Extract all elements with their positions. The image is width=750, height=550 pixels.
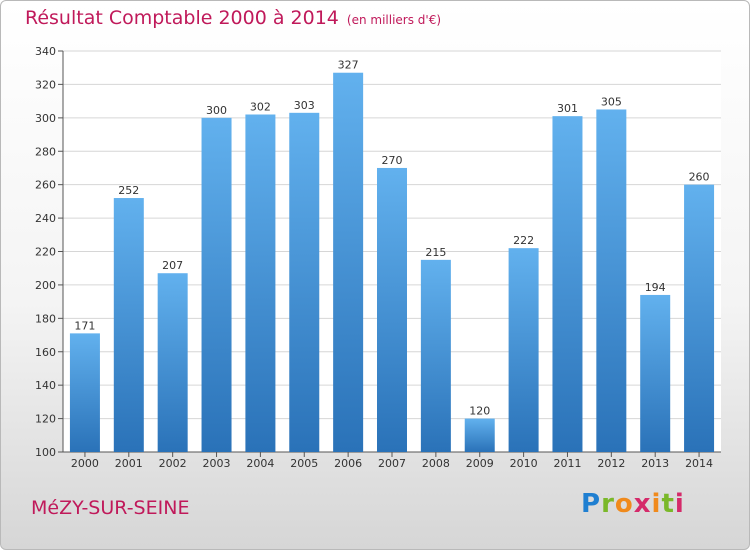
logo-letter: r bbox=[601, 489, 615, 519]
data-label: 222 bbox=[513, 234, 534, 247]
logo-letter: i bbox=[674, 489, 685, 519]
logo-letter: o bbox=[614, 489, 634, 519]
x-tick-label: 2014 bbox=[685, 457, 713, 470]
data-label: 327 bbox=[338, 59, 359, 72]
bar bbox=[640, 294, 671, 452]
proxiti-logo: Proxiti bbox=[581, 489, 685, 519]
data-label: 301 bbox=[557, 102, 578, 115]
y-tick-label: 100 bbox=[35, 446, 56, 459]
y-tick-label: 140 bbox=[35, 379, 56, 392]
x-tick-label: 2004 bbox=[246, 457, 274, 470]
bar bbox=[464, 418, 495, 452]
x-tick-label: 2006 bbox=[334, 457, 362, 470]
data-label: 207 bbox=[162, 259, 183, 272]
logo-letter: t bbox=[661, 489, 675, 519]
logo-letter: i bbox=[651, 489, 662, 519]
x-tick-label: 2013 bbox=[641, 457, 669, 470]
data-label: 305 bbox=[601, 95, 622, 108]
city-name: MéZY-SUR-SEINE bbox=[31, 497, 190, 519]
bar bbox=[201, 117, 232, 452]
chart-title: Résultat Comptable 2000 à 2014 (en millie… bbox=[25, 7, 441, 29]
y-tick-label: 220 bbox=[35, 246, 56, 259]
bar bbox=[113, 198, 144, 452]
x-tick-label: 2008 bbox=[422, 457, 450, 470]
x-tick-label: 2009 bbox=[466, 457, 494, 470]
y-tick-label: 280 bbox=[35, 145, 56, 158]
data-label: 194 bbox=[645, 281, 666, 294]
x-tick-label: 2007 bbox=[378, 457, 406, 470]
x-tick-label: 2012 bbox=[597, 457, 625, 470]
bar bbox=[596, 109, 627, 453]
y-tick-label: 260 bbox=[35, 179, 56, 192]
x-tick-label: 2000 bbox=[71, 457, 99, 470]
chart-title-unit: (en milliers d'€) bbox=[346, 13, 442, 27]
data-label: 252 bbox=[118, 184, 139, 197]
y-tick-label: 180 bbox=[35, 312, 56, 325]
y-tick-label: 240 bbox=[35, 212, 56, 225]
data-label: 120 bbox=[469, 405, 490, 418]
bar bbox=[333, 72, 364, 453]
bar bbox=[684, 184, 715, 452]
bar bbox=[508, 248, 539, 452]
logo-letter: x bbox=[633, 489, 652, 519]
x-tick-label: 2005 bbox=[290, 457, 318, 470]
y-tick-label: 200 bbox=[35, 279, 56, 292]
y-tick-label: 340 bbox=[35, 45, 56, 58]
y-tick-label: 320 bbox=[35, 78, 56, 91]
y-tick-label: 120 bbox=[35, 413, 56, 426]
chart-title-text: Résultat Comptable 2000 à 2014 bbox=[25, 7, 339, 29]
bar bbox=[289, 112, 320, 452]
bar bbox=[245, 114, 276, 452]
data-label: 300 bbox=[206, 104, 227, 117]
x-tick-label: 2011 bbox=[553, 457, 581, 470]
data-label: 270 bbox=[382, 154, 403, 167]
data-label: 302 bbox=[250, 100, 271, 113]
data-label: 171 bbox=[74, 319, 95, 332]
x-tick-label: 2010 bbox=[510, 457, 538, 470]
bar bbox=[552, 116, 583, 452]
bar bbox=[420, 259, 451, 452]
bar bbox=[69, 333, 100, 452]
logo-letter: P bbox=[581, 489, 602, 519]
data-label: 215 bbox=[425, 246, 446, 259]
x-tick-label: 2001 bbox=[115, 457, 143, 470]
data-label: 260 bbox=[689, 171, 710, 184]
data-label: 303 bbox=[294, 99, 315, 112]
y-tick-label: 160 bbox=[35, 346, 56, 359]
x-tick-label: 2003 bbox=[203, 457, 231, 470]
bar bbox=[377, 167, 407, 453]
y-tick-label: 300 bbox=[35, 112, 56, 125]
bar bbox=[157, 273, 188, 452]
x-tick-label: 2002 bbox=[159, 457, 187, 470]
